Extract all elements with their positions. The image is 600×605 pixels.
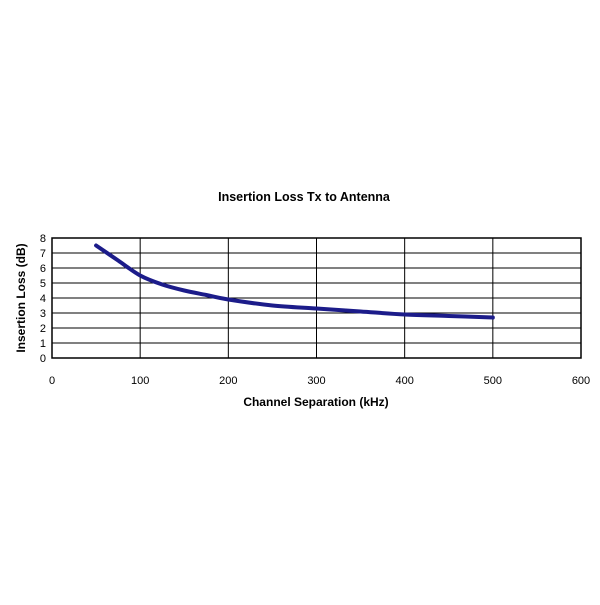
- y-tick-label: 2: [40, 323, 46, 335]
- x-tick-label: 500: [484, 375, 502, 387]
- y-tick-label: 8: [40, 233, 46, 245]
- series-line-0: [94, 243, 495, 320]
- y-tick-label: 6: [40, 263, 46, 275]
- x-tick-label: 0: [49, 375, 55, 387]
- x-tick-label: 200: [219, 375, 237, 387]
- y-tick-label: 5: [40, 278, 46, 290]
- y-tick-label: 0: [40, 353, 46, 365]
- chart-title: Insertion Loss Tx to Antenna: [218, 190, 391, 204]
- plot-area: [51, 237, 582, 359]
- y-tick-label: 7: [40, 248, 46, 260]
- x-tick-label: 600: [572, 375, 590, 387]
- y-tick-label: 1: [40, 338, 46, 350]
- x-axis-label: Channel Separation (kHz): [243, 395, 388, 409]
- x-tick-label: 400: [395, 375, 413, 387]
- y-tick-label: 4: [40, 293, 46, 305]
- y-tick-label: 3: [40, 308, 46, 320]
- x-tick-label: 300: [307, 375, 325, 387]
- x-tick-label: 100: [131, 375, 149, 387]
- y-axis-label: Insertion Loss (dB): [14, 243, 28, 352]
